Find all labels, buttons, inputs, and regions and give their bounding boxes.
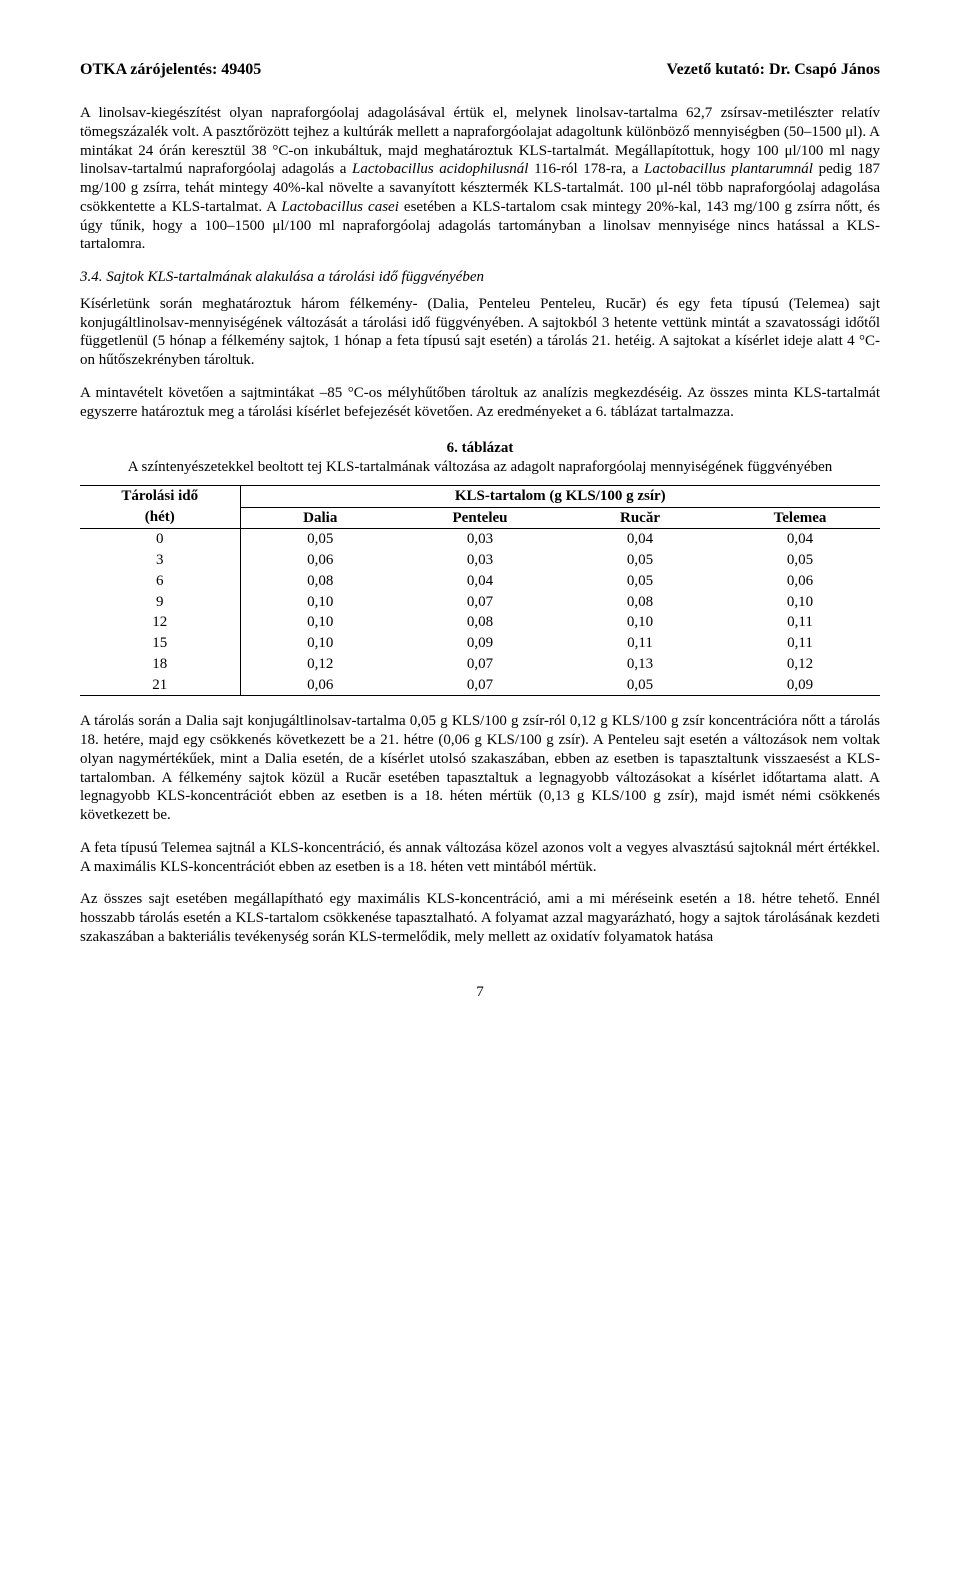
- cell-value: 0,08: [560, 592, 720, 613]
- cell-value: 0,11: [560, 633, 720, 654]
- cell-week: 3: [80, 550, 240, 571]
- page-number: 7: [80, 983, 880, 1002]
- cell-week: 6: [80, 571, 240, 592]
- cell-value: 0,04: [400, 571, 560, 592]
- cell-value: 0,08: [400, 612, 560, 633]
- paragraph-4: A tárolás során a Dalia sajt konjugáltli…: [80, 712, 880, 825]
- cell-value: 0,11: [720, 633, 880, 654]
- cell-value: 0,05: [560, 675, 720, 696]
- table-number: 6. táblázat: [80, 439, 880, 458]
- section-3-4-title: 3.4. Sajtok KLS-tartalmának alakulása a …: [80, 268, 880, 287]
- th-penteleu: Penteleu: [400, 507, 560, 529]
- cell-value: 0,10: [240, 592, 400, 613]
- paragraph-2: Kísérletünk során meghatároztuk három fé…: [80, 295, 880, 370]
- th-het: (hét): [80, 507, 240, 529]
- cell-value: 0,04: [720, 529, 880, 550]
- cell-value: 0,05: [720, 550, 880, 571]
- paragraph-3: A mintavételt követően a sajtmintákat –8…: [80, 384, 880, 422]
- cell-value: 0,05: [240, 529, 400, 550]
- table-6: Tárolási idő KLS-tartalom (g KLS/100 g z…: [80, 485, 880, 697]
- cell-week: 21: [80, 675, 240, 696]
- cell-value: 0,06: [240, 675, 400, 696]
- th-rucar: Rucăr: [560, 507, 720, 529]
- cell-value: 0,06: [720, 571, 880, 592]
- cell-week: 18: [80, 654, 240, 675]
- cell-value: 0,10: [560, 612, 720, 633]
- cell-value: 0,05: [560, 571, 720, 592]
- th-dalia: Dalia: [240, 507, 400, 529]
- table-caption-text: A színtenyészetekkel beoltott tej KLS-ta…: [80, 458, 880, 477]
- th-telemea: Telemea: [720, 507, 880, 529]
- paragraph-1: A linolsav-kiegészítést olyan napraforgó…: [80, 104, 880, 254]
- cell-value: 0,06: [240, 550, 400, 571]
- cell-value: 0,13: [560, 654, 720, 675]
- cell-week: 12: [80, 612, 240, 633]
- cell-value: 0,10: [240, 612, 400, 633]
- paragraph-5: A feta típusú Telemea sajtnál a KLS-konc…: [80, 839, 880, 877]
- header-left: OTKA zárójelentés: 49405: [80, 60, 261, 80]
- th-tarolasi-ido: Tárolási idő: [80, 485, 240, 507]
- cell-value: 0,08: [240, 571, 400, 592]
- cell-value: 0,07: [400, 592, 560, 613]
- th-kls-tartalom: KLS-tartalom (g KLS/100 g zsír): [240, 485, 880, 507]
- paragraph-6: Az összes sajt esetében megállapítható e…: [80, 890, 880, 946]
- cell-value: 0,11: [720, 612, 880, 633]
- cell-value: 0,09: [400, 633, 560, 654]
- cell-week: 9: [80, 592, 240, 613]
- cell-value: 0,07: [400, 654, 560, 675]
- cell-value: 0,09: [720, 675, 880, 696]
- cell-value: 0,07: [400, 675, 560, 696]
- cell-value: 0,12: [720, 654, 880, 675]
- cell-value: 0,10: [240, 633, 400, 654]
- cell-value: 0,04: [560, 529, 720, 550]
- cell-week: 0: [80, 529, 240, 550]
- cell-value: 0,10: [720, 592, 880, 613]
- cell-value: 0,12: [240, 654, 400, 675]
- cell-value: 0,03: [400, 550, 560, 571]
- page-header: OTKA zárójelentés: 49405 Vezető kutató: …: [80, 60, 880, 80]
- header-right: Vezető kutató: Dr. Csapó János: [667, 60, 881, 80]
- table-6-caption: 6. táblázat A színtenyészetekkel beoltot…: [80, 439, 880, 477]
- cell-value: 0,03: [400, 529, 560, 550]
- cell-value: 0,05: [560, 550, 720, 571]
- cell-week: 15: [80, 633, 240, 654]
